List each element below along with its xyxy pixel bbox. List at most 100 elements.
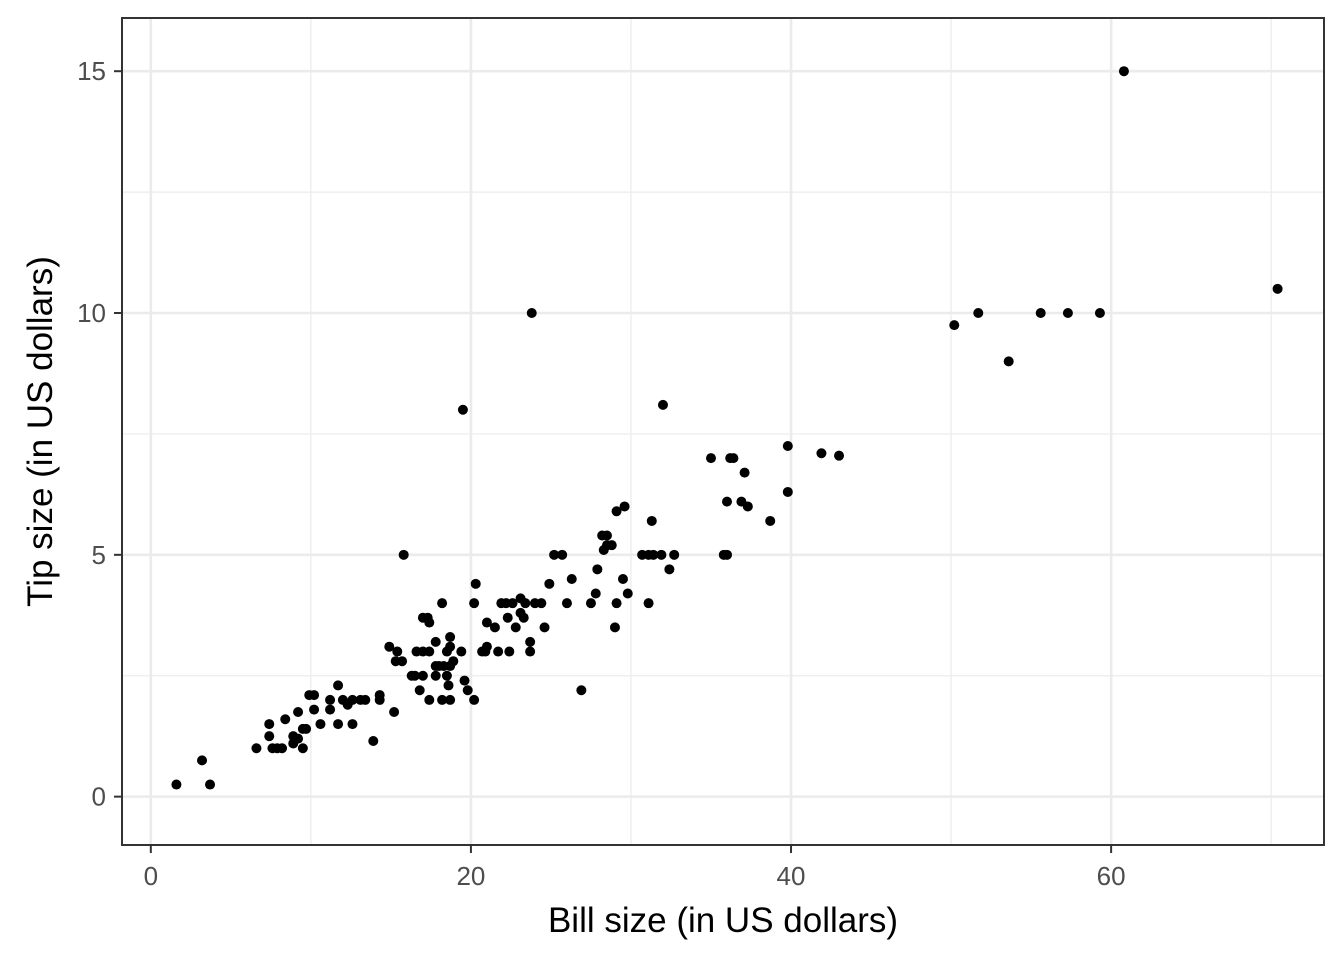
- data-points: [171, 66, 1283, 790]
- data-point: [617, 574, 628, 585]
- data-point: [561, 598, 572, 609]
- data-point: [507, 598, 518, 609]
- data-point: [782, 486, 793, 497]
- data-point: [430, 670, 441, 681]
- data-point: [510, 622, 521, 633]
- data-point: [611, 506, 622, 517]
- data-point: [325, 704, 336, 715]
- data-point: [347, 694, 358, 705]
- data-point: [765, 515, 776, 526]
- data-point: [481, 617, 492, 628]
- data-point: [315, 719, 326, 730]
- data-point: [489, 622, 500, 633]
- data-point: [973, 308, 984, 319]
- y-tick-label: 5: [92, 540, 106, 570]
- data-point: [520, 598, 531, 609]
- data-point: [502, 612, 513, 623]
- data-point: [646, 515, 657, 526]
- data-point: [457, 404, 468, 415]
- data-point: [609, 622, 620, 633]
- data-point: [949, 320, 960, 331]
- data-point: [448, 656, 459, 667]
- data-point: [297, 743, 308, 754]
- data-point: [309, 704, 320, 715]
- data-point: [445, 641, 456, 652]
- data-point: [333, 719, 344, 730]
- x-tick-label: 0: [144, 861, 158, 891]
- data-point: [648, 549, 659, 560]
- y-tick-label: 15: [77, 56, 106, 86]
- data-point: [585, 598, 596, 609]
- data-point: [384, 641, 395, 652]
- data-point: [445, 632, 456, 643]
- data-point: [592, 564, 603, 575]
- data-point: [293, 733, 304, 744]
- data-point: [469, 598, 480, 609]
- data-point: [504, 646, 515, 657]
- data-point: [657, 399, 668, 410]
- data-point: [445, 694, 456, 705]
- data-point: [549, 549, 560, 560]
- data-point: [347, 719, 358, 730]
- axis-ticks: 0 20 40 60 0 5 10 15: [77, 56, 1126, 891]
- data-point: [619, 501, 630, 512]
- data-point: [705, 453, 716, 464]
- data-point: [398, 549, 409, 560]
- y-tick-label: 10: [77, 298, 106, 328]
- data-point: [459, 675, 470, 686]
- data-point: [409, 670, 420, 681]
- data-point: [601, 530, 612, 541]
- data-point: [264, 719, 275, 730]
- x-tick-label: 20: [456, 861, 485, 891]
- data-point: [264, 731, 275, 742]
- data-point: [1272, 283, 1283, 294]
- data-point: [664, 564, 675, 575]
- y-axis-title: Tip size (in US dollars): [21, 256, 60, 607]
- data-point: [782, 441, 793, 452]
- data-point: [606, 540, 617, 551]
- data-point: [251, 743, 262, 754]
- data-point: [1003, 356, 1014, 367]
- data-point: [576, 685, 587, 696]
- data-point: [611, 598, 622, 609]
- data-point: [525, 636, 536, 647]
- data-point: [544, 578, 555, 589]
- grid-lines: [122, 18, 1324, 845]
- data-point: [443, 680, 454, 691]
- data-point: [481, 641, 492, 652]
- data-point: [309, 690, 320, 701]
- data-point: [1035, 308, 1046, 319]
- data-point: [360, 694, 371, 705]
- data-point: [816, 448, 827, 459]
- data-point: [470, 578, 481, 589]
- data-point: [293, 707, 304, 718]
- data-point: [728, 453, 739, 464]
- data-point: [197, 755, 208, 766]
- data-point: [277, 743, 288, 754]
- data-point: [424, 646, 435, 657]
- data-point: [424, 694, 435, 705]
- data-point: [280, 714, 291, 725]
- x-tick-label: 60: [1097, 861, 1126, 891]
- data-point: [622, 588, 633, 599]
- data-point: [171, 779, 182, 790]
- x-tick-label: 40: [777, 861, 806, 891]
- data-point: [834, 450, 845, 461]
- data-point: [739, 467, 750, 478]
- data-point: [526, 308, 537, 319]
- data-point: [301, 723, 312, 734]
- data-point: [518, 612, 529, 623]
- data-point: [437, 694, 448, 705]
- data-point: [368, 736, 379, 747]
- data-point: [430, 636, 441, 647]
- data-point: [1094, 308, 1105, 319]
- data-point: [656, 549, 667, 560]
- y-tick-label: 0: [92, 782, 106, 812]
- data-point: [643, 598, 654, 609]
- data-point: [566, 574, 577, 585]
- panel-border: [121, 17, 1325, 846]
- data-point: [722, 549, 733, 560]
- data-point: [493, 646, 504, 657]
- data-point: [590, 588, 601, 599]
